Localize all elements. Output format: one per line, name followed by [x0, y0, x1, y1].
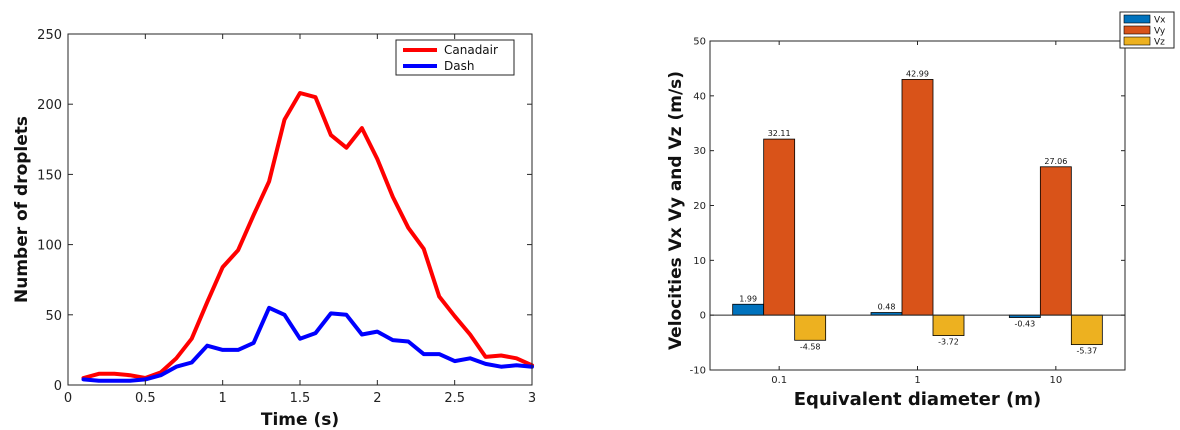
data-label: 1.99: [739, 294, 757, 303]
y-tick-label: 100: [37, 239, 62, 254]
legend-label: Vy: [1154, 27, 1166, 37]
data-label: -3.72: [938, 338, 959, 347]
bar-vz: [1070, 314, 1103, 346]
y-tick-label: 30: [693, 146, 706, 157]
y-tick-label: 200: [37, 98, 62, 113]
x-axis-label: Time (s): [261, 410, 339, 430]
data-label: -4.58: [800, 342, 821, 351]
series-line-dash: [81, 305, 534, 383]
data-label: -5.37: [1076, 347, 1097, 356]
bar-vx: [732, 303, 765, 316]
x-tick-label: 10: [1049, 375, 1062, 386]
y-tick-label: 50: [693, 37, 706, 48]
y-tick-label: 40: [693, 91, 706, 102]
x-tick-label: 1.5: [290, 391, 311, 406]
x-tick-label: 0: [64, 391, 72, 406]
y-tick-label: 250: [37, 28, 62, 43]
y-tick-label: 0: [700, 311, 706, 322]
data-label: 32.11: [768, 129, 791, 138]
y-tick-label: 150: [37, 168, 62, 183]
x-tick-label: 2.5: [444, 391, 465, 406]
plot-area: [68, 34, 532, 385]
data-label: 0.48: [878, 303, 896, 312]
data-label: 42.99: [906, 69, 929, 78]
y-axis-label: Number of droplets: [12, 116, 32, 303]
x-tick-label: 2: [373, 391, 381, 406]
legend-label: Dash: [444, 59, 474, 73]
legend-label: Vx: [1154, 16, 1166, 26]
y-tick-label: 0: [54, 379, 62, 394]
y-tick-label: 20: [693, 201, 706, 212]
x-axis-label: Equivalent diameter (m): [794, 389, 1041, 410]
legend-label: Canadair: [444, 43, 498, 57]
droplets-line-chart: 0 0.5 1 1.5 2 2.5 3 0 50 100 150 200 250 Time (s) Numb…: [12, 28, 536, 430]
y-tick-label: 50: [45, 309, 62, 324]
bar-vy: [1039, 166, 1072, 316]
x-tick-label: 3: [528, 391, 536, 406]
legend-swatch-vz: [1123, 36, 1151, 46]
legend-box: [395, 39, 515, 76]
x-tick-label: 0.1: [771, 375, 787, 386]
y-axis-label: Velocities Vx Vy and Vz (m/s): [666, 71, 686, 350]
x-tick-label: 1: [914, 375, 920, 386]
bar-vy: [763, 138, 796, 316]
x-tick-label: 1: [219, 391, 227, 406]
series-line-canadair: [81, 91, 534, 380]
legend-swatch-vx: [1123, 14, 1151, 24]
bar-vz: [932, 314, 965, 336]
bar-vz: [794, 314, 827, 341]
legend-swatch-vy: [1123, 25, 1151, 35]
data-label: -0.43: [1014, 320, 1035, 329]
data-label: 27.06: [1044, 157, 1067, 166]
y-tick-label: 10: [693, 256, 706, 267]
y-tick-label: -10: [690, 366, 706, 377]
legend-label: Vz: [1154, 38, 1165, 48]
x-tick-label: 0.5: [135, 391, 156, 406]
bar-vy: [901, 79, 934, 316]
velocities-bar-chart: 1.99 32.11 -4.58 0.48 42.99 -3.72 -0.43 27.06 -5…: [666, 11, 1175, 410]
